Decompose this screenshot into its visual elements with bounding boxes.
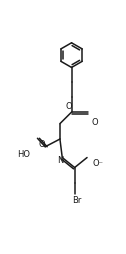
- Text: O⁻: O⁻: [92, 159, 103, 168]
- Text: O: O: [92, 118, 98, 126]
- Text: O: O: [38, 140, 45, 149]
- Text: Br: Br: [72, 196, 82, 205]
- Text: HO: HO: [17, 150, 30, 159]
- Text: N: N: [57, 156, 63, 165]
- Text: O: O: [66, 102, 73, 111]
